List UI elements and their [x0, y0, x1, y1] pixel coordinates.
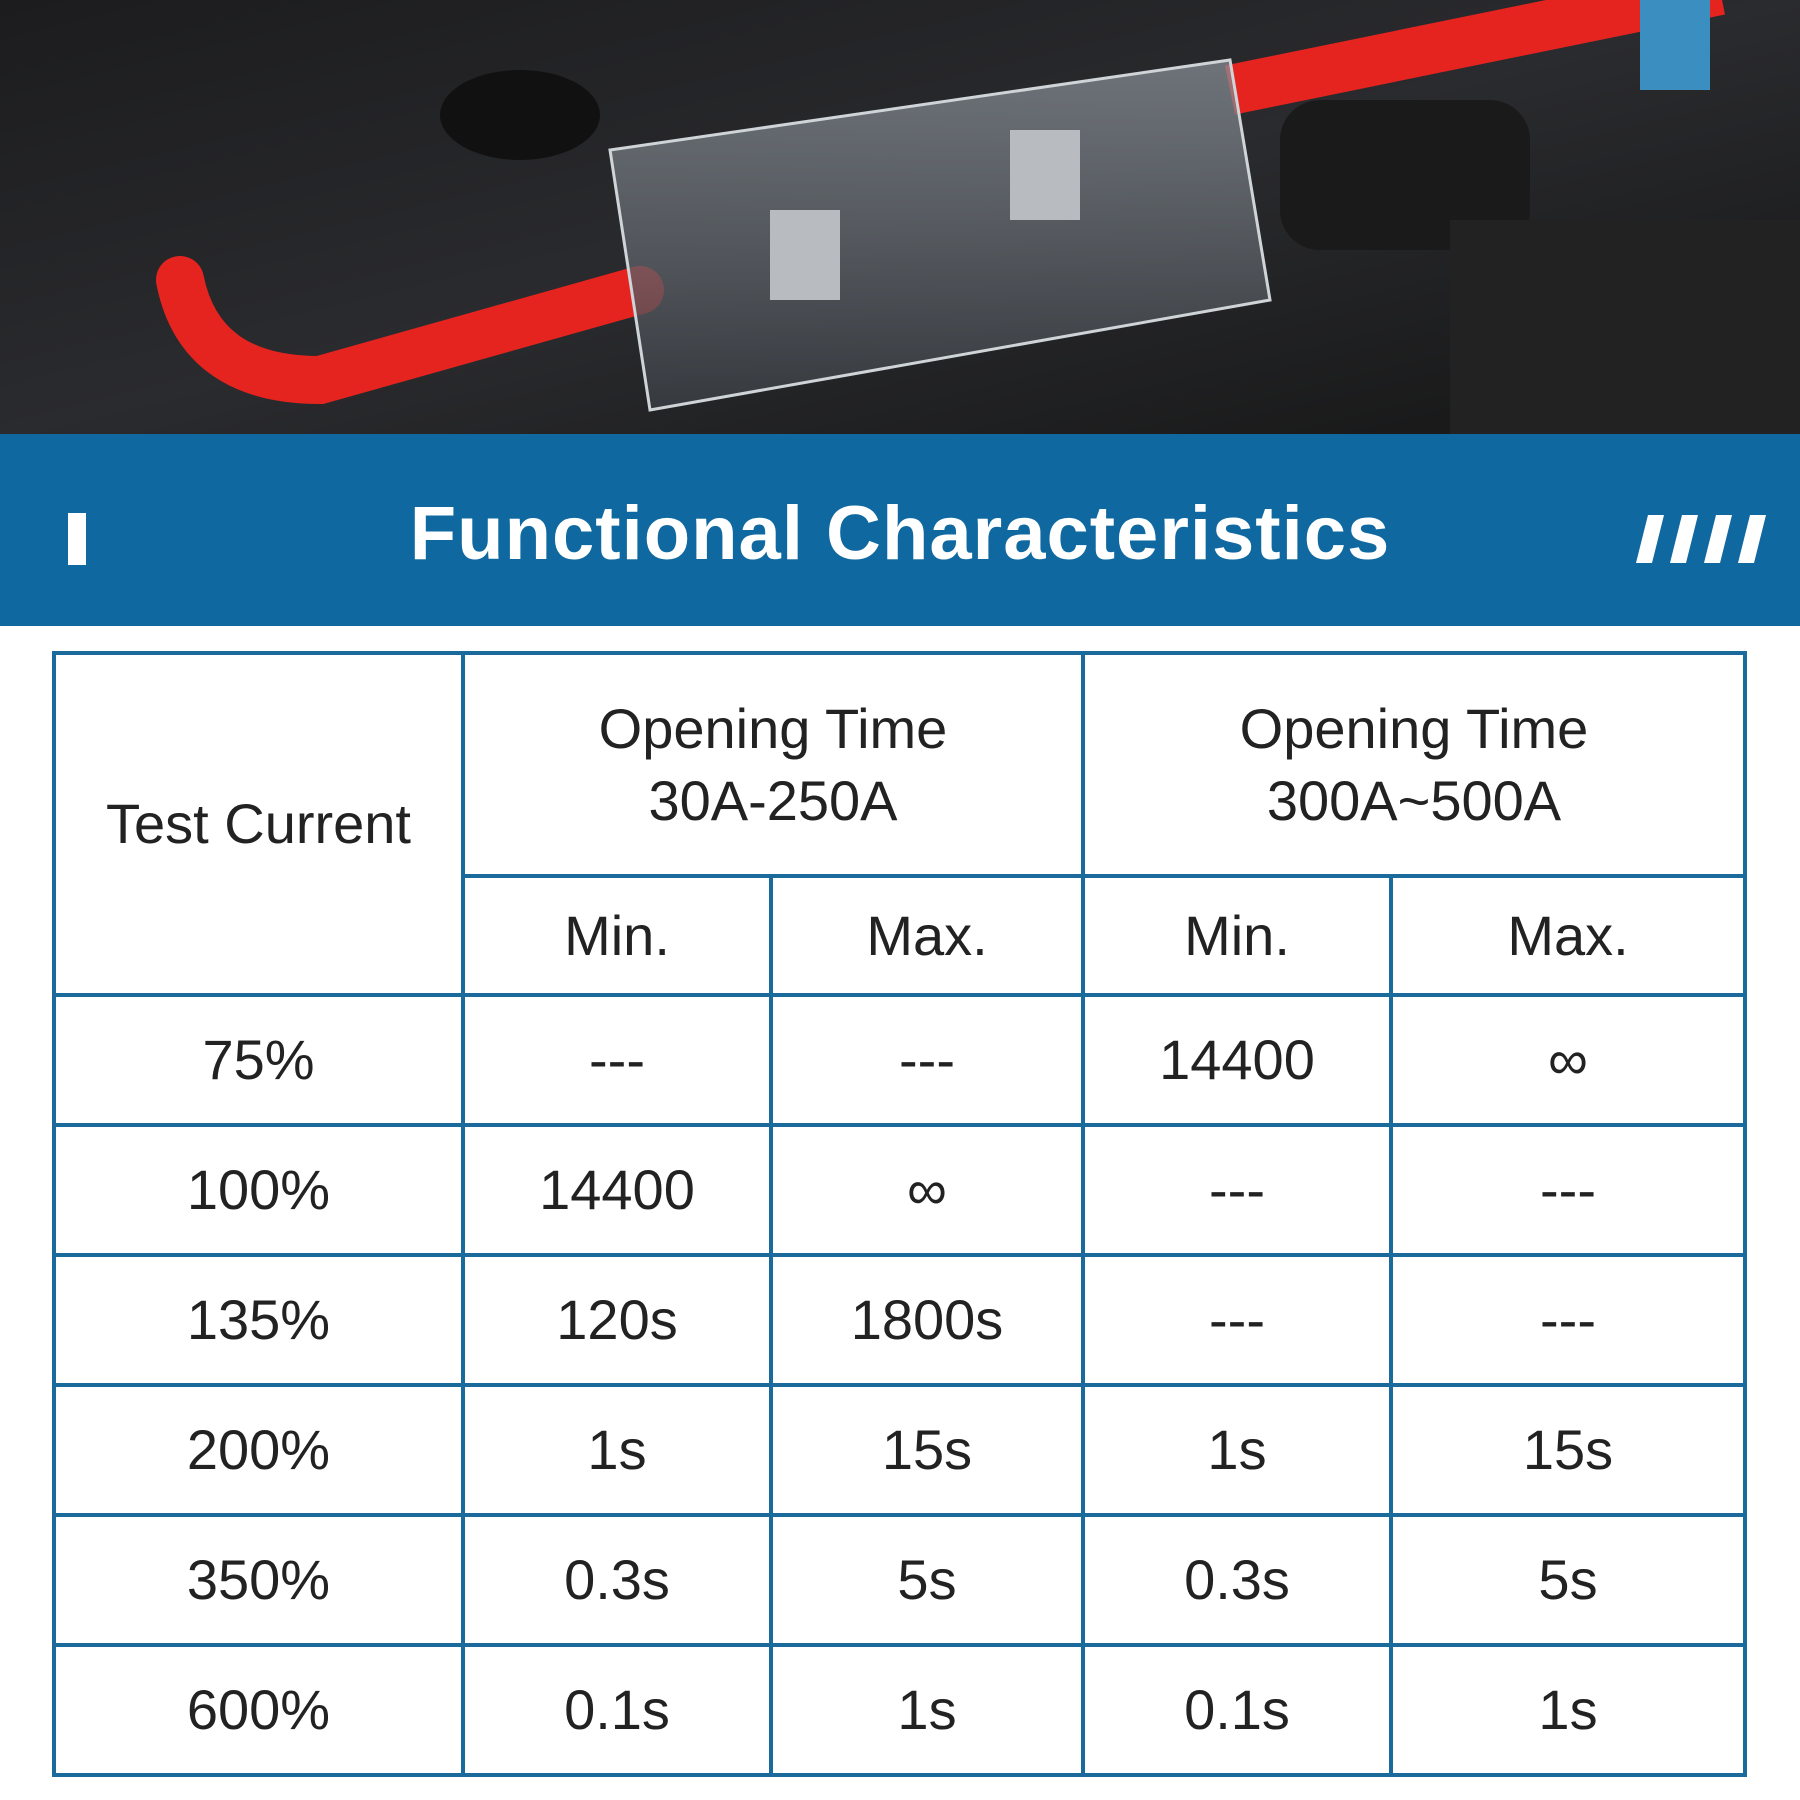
characteristics-table: Test Current Opening Time 30A-250A Opening … [52, 651, 1747, 1777]
subheader-label: Max. [1507, 903, 1629, 967]
header-group-1: Opening Time 30A-250A [465, 655, 1085, 878]
group-line1: Opening Time [598, 696, 948, 760]
row-current-cell: 600% [56, 1647, 465, 1773]
time-value: 1800s [850, 1288, 1004, 1352]
time-value: 14400 [539, 1158, 695, 1222]
table-cell: 1s [773, 1647, 1085, 1773]
table-cell: 1s [1393, 1647, 1743, 1773]
time-value: 1s [1207, 1418, 1267, 1482]
time-value: --- [589, 1028, 645, 1092]
page-title: Functional Characteristics [409, 491, 1391, 576]
table-cell: 14400 [1085, 997, 1393, 1127]
row-current-cell: 135% [56, 1257, 465, 1387]
time-value: 5s [897, 1548, 957, 1612]
table-cell: 1800s [773, 1257, 1085, 1387]
table-cell: 0.1s [465, 1647, 773, 1773]
time-value: ∞ [907, 1158, 947, 1222]
table-cell: --- [465, 997, 773, 1127]
time-value: --- [1540, 1288, 1596, 1352]
current-value: 200% [186, 1418, 331, 1482]
table-cell: 0.3s [465, 1517, 773, 1647]
time-value: 0.3s [1184, 1548, 1290, 1612]
time-value: --- [1209, 1158, 1265, 1222]
time-value: 0.3s [564, 1548, 670, 1612]
current-value: 135% [186, 1288, 331, 1352]
engine-bay-fuse-photo [0, 0, 1800, 434]
table-cell: 1s [1085, 1387, 1393, 1517]
stripes-icon [1636, 515, 1766, 563]
table-cell: --- [1085, 1127, 1393, 1257]
time-value: 0.1s [1184, 1678, 1290, 1742]
time-value: --- [1209, 1288, 1265, 1352]
table-cell: ∞ [773, 1127, 1085, 1257]
table-cell: 15s [1393, 1387, 1743, 1517]
table-cell: 0.1s [1085, 1647, 1393, 1773]
table-cell: ∞ [1393, 997, 1743, 1127]
subheader-cell: Min. [1085, 878, 1393, 997]
time-value: 120s [556, 1288, 678, 1352]
current-value: 100% [186, 1158, 331, 1222]
time-value: 5s [1538, 1548, 1598, 1612]
table-cell: 5s [1393, 1517, 1743, 1647]
time-value: 15s [881, 1418, 973, 1482]
table-cell: --- [1393, 1257, 1743, 1387]
row-current-cell: 75% [56, 997, 465, 1127]
title-banner [0, 434, 1800, 626]
row-current-cell: 350% [56, 1517, 465, 1647]
table-cell: --- [1393, 1127, 1743, 1257]
current-value: 75% [202, 1028, 315, 1092]
table-cell: --- [773, 997, 1085, 1127]
group-line1: Opening Time [1239, 696, 1589, 760]
subheader-label: Min. [1184, 903, 1290, 967]
group-line2: 300A~500A [1266, 768, 1562, 832]
time-value: 1s [897, 1678, 957, 1742]
table-cell: 120s [465, 1257, 773, 1387]
header-group-2: Opening Time 300A~500A [1085, 655, 1743, 878]
time-value: 1s [587, 1418, 647, 1482]
time-value: --- [899, 1028, 955, 1092]
row-current-cell: 100% [56, 1127, 465, 1257]
table-cell: 14400 [465, 1127, 773, 1257]
time-value: 14400 [1159, 1028, 1315, 1092]
subheader-cell: Max. [773, 878, 1085, 997]
current-value: 600% [186, 1678, 331, 1742]
time-value: ∞ [1548, 1028, 1588, 1092]
time-value: 15s [1522, 1418, 1614, 1482]
table-cell: 5s [773, 1517, 1085, 1647]
subheader-label: Min. [564, 903, 670, 967]
header-label: Test Current [106, 792, 411, 856]
time-value: 0.1s [564, 1678, 670, 1742]
current-value: 350% [186, 1548, 331, 1612]
table-cell: --- [1085, 1257, 1393, 1387]
time-value: --- [1540, 1158, 1596, 1222]
table-cell: 0.3s [1085, 1517, 1393, 1647]
group-line2: 30A-250A [648, 768, 898, 832]
time-value: 1s [1538, 1678, 1598, 1742]
table-cell: 1s [465, 1387, 773, 1517]
subheader-cell: Min. [465, 878, 773, 997]
subheader-cell: Max. [1393, 878, 1743, 997]
accent-bar-icon [68, 513, 86, 565]
subheader-label: Max. [866, 903, 988, 967]
table-cell: 15s [773, 1387, 1085, 1517]
header-test-current: Test Current [56, 655, 465, 997]
row-current-cell: 200% [56, 1387, 465, 1517]
